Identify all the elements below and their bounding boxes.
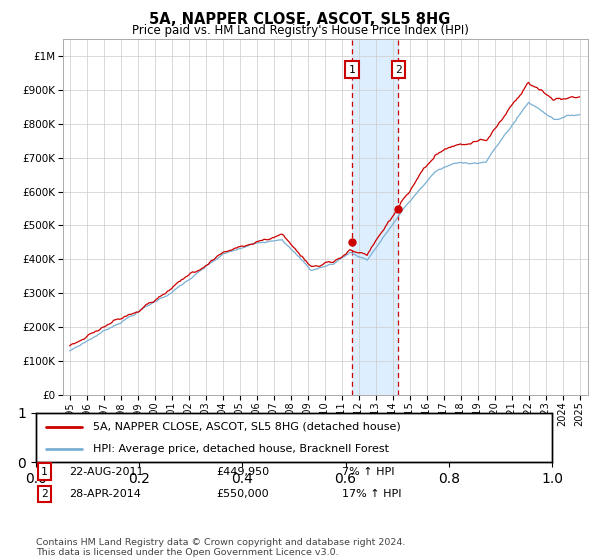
Text: 28-APR-2014: 28-APR-2014 — [69, 489, 141, 499]
Text: £449,950: £449,950 — [216, 466, 269, 477]
Bar — [352, 39, 398, 395]
Text: 1: 1 — [349, 65, 356, 74]
Text: HPI: Average price, detached house, Bracknell Forest: HPI: Average price, detached house, Brac… — [93, 444, 389, 454]
Text: 5A, NAPPER CLOSE, ASCOT, SL5 8HG: 5A, NAPPER CLOSE, ASCOT, SL5 8HG — [149, 12, 451, 27]
Text: 22-AUG-2011: 22-AUG-2011 — [69, 466, 143, 477]
Text: 5A, NAPPER CLOSE, ASCOT, SL5 8HG (detached house): 5A, NAPPER CLOSE, ASCOT, SL5 8HG (detach… — [93, 422, 401, 432]
Text: 2: 2 — [395, 65, 401, 74]
Text: 1: 1 — [41, 466, 47, 477]
Text: 2: 2 — [41, 489, 47, 499]
Text: 17% ↑ HPI: 17% ↑ HPI — [342, 489, 401, 499]
Text: £550,000: £550,000 — [216, 489, 269, 499]
Text: Price paid vs. HM Land Registry's House Price Index (HPI): Price paid vs. HM Land Registry's House … — [131, 24, 469, 36]
Text: 7% ↑ HPI: 7% ↑ HPI — [342, 466, 395, 477]
Text: Contains HM Land Registry data © Crown copyright and database right 2024.
This d: Contains HM Land Registry data © Crown c… — [36, 538, 406, 557]
